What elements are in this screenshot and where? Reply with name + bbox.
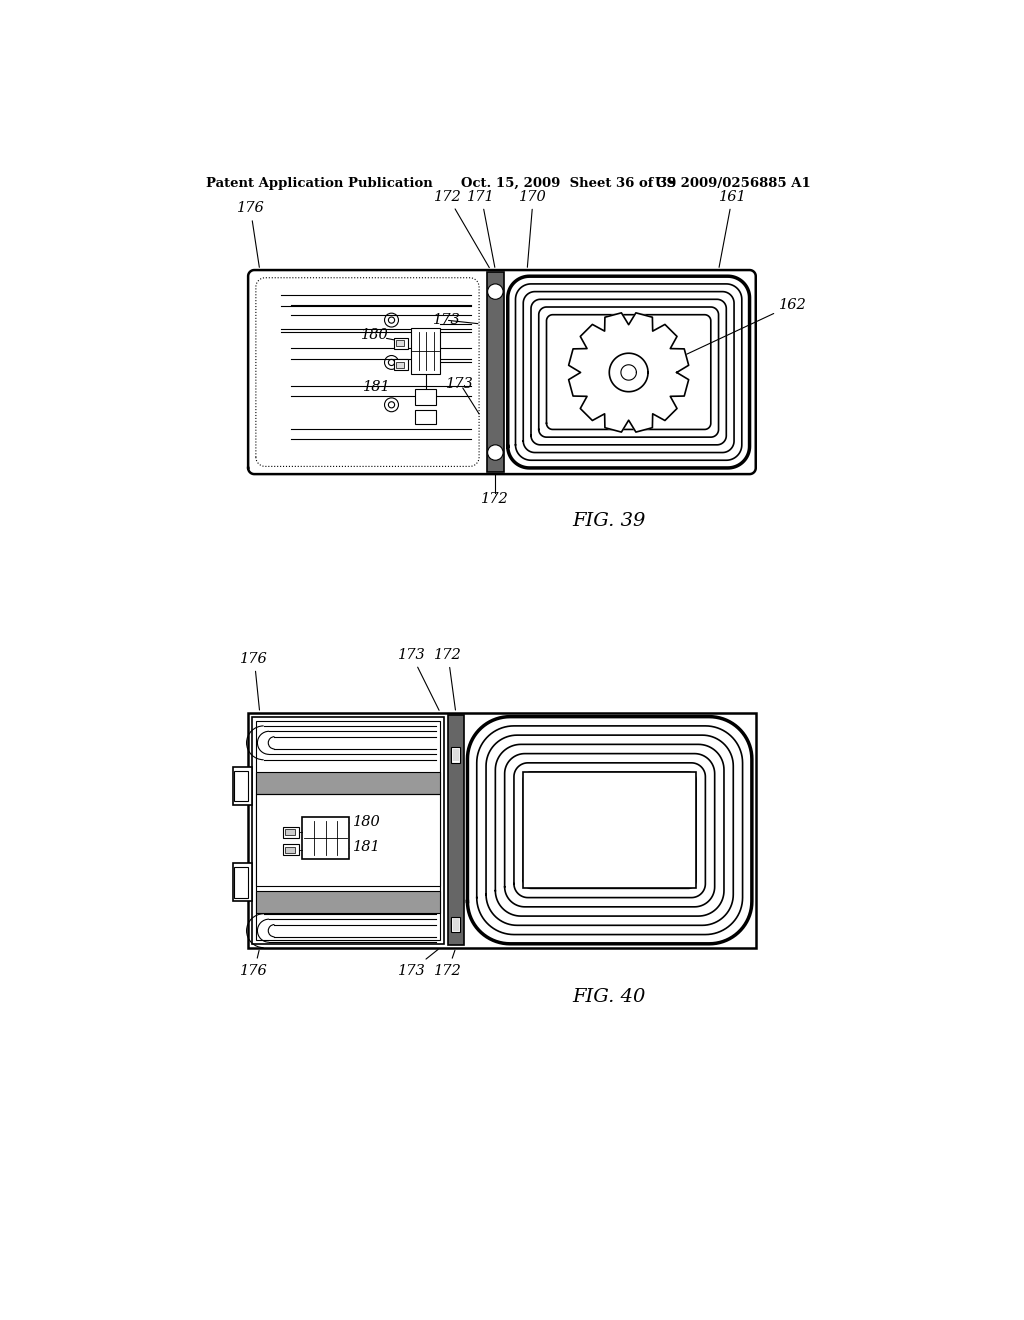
- Bar: [256, 772, 440, 793]
- Bar: [302, 817, 349, 859]
- Text: 171: 171: [467, 190, 496, 268]
- Polygon shape: [496, 744, 724, 916]
- Text: 173: 173: [397, 949, 438, 978]
- Bar: [232, 767, 252, 805]
- Text: 173: 173: [397, 648, 439, 710]
- Bar: [396, 362, 403, 368]
- Text: 173: 173: [445, 378, 473, 391]
- Polygon shape: [568, 313, 689, 432]
- Text: Oct. 15, 2009  Sheet 36 of 39: Oct. 15, 2009 Sheet 36 of 39: [461, 177, 677, 190]
- Bar: [394, 359, 408, 370]
- Bar: [252, 717, 444, 944]
- Bar: [256, 772, 440, 793]
- Bar: [283, 845, 299, 855]
- Bar: [396, 341, 403, 346]
- Bar: [411, 327, 440, 374]
- Bar: [394, 338, 408, 348]
- Polygon shape: [505, 754, 715, 907]
- Text: 161: 161: [719, 190, 746, 268]
- Bar: [452, 917, 461, 932]
- Circle shape: [487, 284, 503, 300]
- Bar: [453, 919, 459, 931]
- Text: 172: 172: [481, 492, 509, 507]
- Text: 176: 176: [241, 950, 268, 978]
- Bar: [232, 863, 252, 902]
- Text: 176: 176: [241, 652, 268, 710]
- Text: 176: 176: [237, 202, 264, 268]
- Bar: [256, 721, 440, 940]
- Text: 172: 172: [434, 648, 462, 710]
- Bar: [256, 891, 440, 913]
- Text: Patent Application Publication: Patent Application Publication: [206, 177, 432, 190]
- Polygon shape: [609, 354, 648, 392]
- Polygon shape: [523, 292, 734, 453]
- Text: 180: 180: [352, 814, 381, 829]
- Polygon shape: [515, 284, 741, 461]
- Bar: [256, 891, 440, 913]
- Polygon shape: [547, 314, 711, 429]
- Bar: [452, 747, 461, 763]
- Polygon shape: [531, 300, 726, 445]
- Bar: [453, 748, 459, 762]
- Bar: [523, 772, 696, 888]
- Text: FIG. 40: FIG. 40: [571, 987, 645, 1006]
- Polygon shape: [477, 726, 742, 935]
- Circle shape: [487, 445, 503, 461]
- Polygon shape: [523, 772, 696, 888]
- Polygon shape: [486, 735, 733, 925]
- Bar: [486, 272, 504, 471]
- Polygon shape: [514, 763, 706, 898]
- Bar: [449, 715, 464, 945]
- Text: 181: 181: [352, 841, 381, 854]
- Bar: [415, 411, 436, 424]
- Bar: [256, 793, 440, 886]
- Bar: [248, 713, 756, 948]
- Bar: [234, 867, 248, 898]
- Bar: [234, 771, 248, 801]
- Bar: [286, 829, 295, 836]
- Text: FIG. 39: FIG. 39: [571, 512, 645, 531]
- Polygon shape: [508, 276, 750, 469]
- Text: 162: 162: [683, 297, 807, 356]
- Text: 173: 173: [432, 313, 461, 327]
- Bar: [449, 715, 464, 945]
- Bar: [486, 272, 504, 471]
- Text: 172: 172: [434, 950, 462, 978]
- Bar: [286, 847, 295, 853]
- Polygon shape: [467, 717, 752, 944]
- Text: 180: 180: [360, 329, 388, 342]
- Polygon shape: [248, 271, 756, 474]
- Text: US 2009/0256885 A1: US 2009/0256885 A1: [655, 177, 811, 190]
- Text: 170: 170: [519, 190, 547, 267]
- Polygon shape: [539, 308, 719, 437]
- Bar: [283, 826, 299, 838]
- Text: 172: 172: [434, 190, 489, 268]
- Bar: [415, 389, 436, 405]
- Text: 181: 181: [362, 380, 390, 393]
